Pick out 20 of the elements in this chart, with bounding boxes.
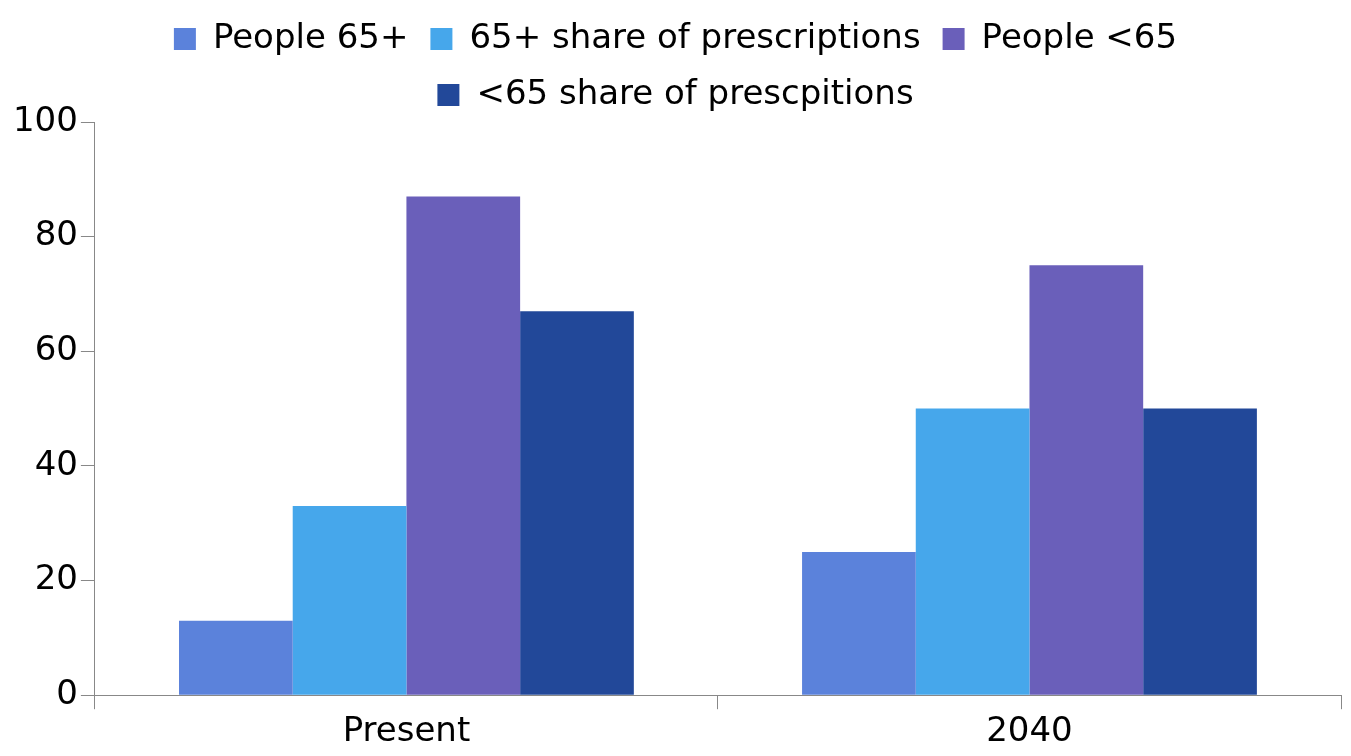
bar — [179, 620, 293, 695]
bar — [802, 551, 916, 695]
bar — [915, 408, 1030, 695]
bar — [1143, 408, 1257, 695]
bar — [1029, 265, 1144, 695]
y-tick-label: 60 — [34, 328, 78, 369]
legend-label: People <65 — [981, 15, 1178, 56]
y-tick-label: 40 — [34, 442, 78, 483]
y-tick-label: 0 — [56, 672, 78, 713]
legend-label: <65 share of prescpitions — [476, 71, 914, 112]
legend-label: People 65+ — [212, 15, 409, 56]
legend-label: 65+ share of prescriptions — [469, 15, 921, 56]
bar — [292, 506, 407, 695]
x-tick-label: Present — [342, 709, 471, 750]
y-tick-label: 20 — [34, 557, 78, 598]
bar — [520, 311, 634, 695]
bar — [406, 196, 521, 695]
y-tick-label: 80 — [34, 213, 78, 254]
x-tick-label: 2040 — [986, 709, 1073, 750]
y-tick-label: 100 — [12, 98, 78, 139]
